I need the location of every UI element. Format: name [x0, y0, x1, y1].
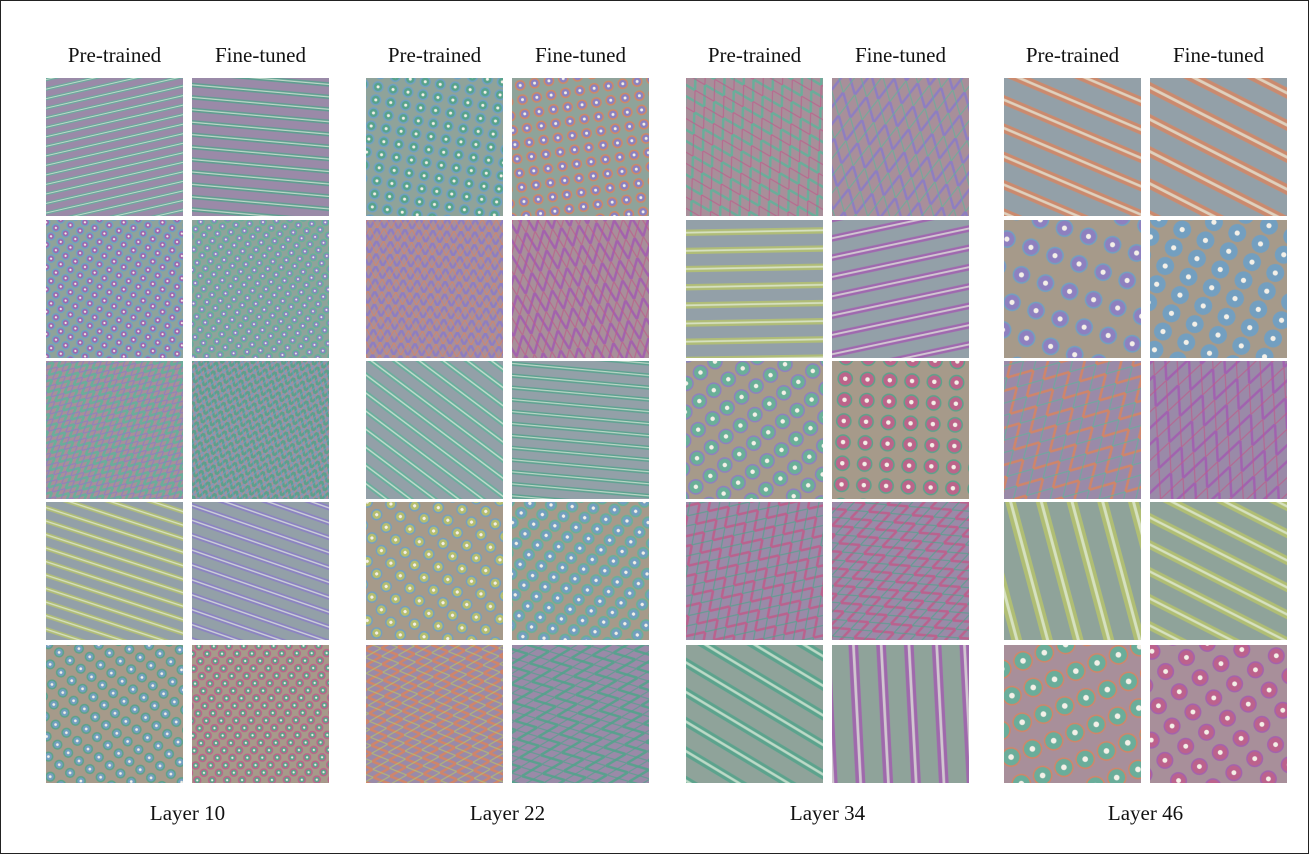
visualization-tile — [192, 78, 329, 216]
layer-label: Layer 46 — [1108, 801, 1183, 825]
visualization-tile — [366, 645, 503, 783]
visualization-tile — [46, 78, 183, 216]
visualization-tile — [46, 645, 183, 783]
visualization-tile — [832, 361, 969, 499]
visualization-tile — [1150, 645, 1287, 783]
layer-label: Layer 34 — [790, 801, 866, 825]
visualization-tile — [686, 645, 823, 783]
visualization-tile — [832, 78, 969, 216]
visualization-tile — [686, 361, 823, 499]
visualization-tile — [192, 645, 329, 783]
visualization-tile — [832, 645, 969, 783]
column-header: Pre-trained — [388, 43, 482, 67]
column-header: Pre-trained — [1026, 43, 1120, 67]
visualization-tile — [1004, 220, 1141, 358]
visualization-tile — [366, 78, 503, 216]
visualization-tile — [512, 645, 649, 783]
layer-label: Layer 10 — [150, 801, 225, 825]
visualization-tile — [512, 78, 649, 216]
visualization-tile — [192, 502, 329, 640]
page: Pre-trained Fine-tuned Layer 10 Pre-trained… — [0, 0, 1310, 855]
column-header: Fine-tuned — [215, 43, 306, 67]
visualization-tile — [512, 220, 649, 358]
column-header: Pre-trained — [708, 43, 802, 67]
visualization-tile — [832, 502, 969, 640]
visualization-tile — [512, 502, 649, 640]
visualization-tile — [192, 220, 329, 358]
visualization-tile — [1150, 361, 1287, 499]
visualization-tile — [1150, 220, 1287, 358]
visualization-tile — [512, 361, 649, 499]
visualization-tile — [1150, 78, 1287, 216]
column-header: Fine-tuned — [855, 43, 946, 67]
visualization-tile — [192, 361, 329, 499]
visualization-tile — [1004, 78, 1141, 216]
column-header: Pre-trained — [68, 43, 162, 67]
visualization-tile — [686, 78, 823, 216]
visualization-tile — [46, 502, 183, 640]
visualization-tile — [686, 502, 823, 640]
visualization-tile — [686, 220, 823, 358]
visualization-tile — [366, 361, 503, 499]
figure: Pre-trained Fine-tuned Layer 10 Pre-trained… — [0, 0, 1310, 855]
visualization-tile — [1004, 361, 1141, 499]
column-header: Fine-tuned — [1173, 43, 1264, 67]
visualization-tile — [366, 220, 503, 358]
visualization-tile — [46, 220, 183, 358]
visualization-tile — [1004, 645, 1141, 783]
visualization-tile — [832, 220, 969, 358]
layer-label: Layer 22 — [470, 801, 545, 825]
column-header: Fine-tuned — [535, 43, 626, 67]
visualization-tile — [46, 361, 183, 499]
visualization-tile — [1150, 502, 1287, 640]
visualization-tile — [1004, 502, 1141, 640]
visualization-tile — [366, 502, 503, 640]
